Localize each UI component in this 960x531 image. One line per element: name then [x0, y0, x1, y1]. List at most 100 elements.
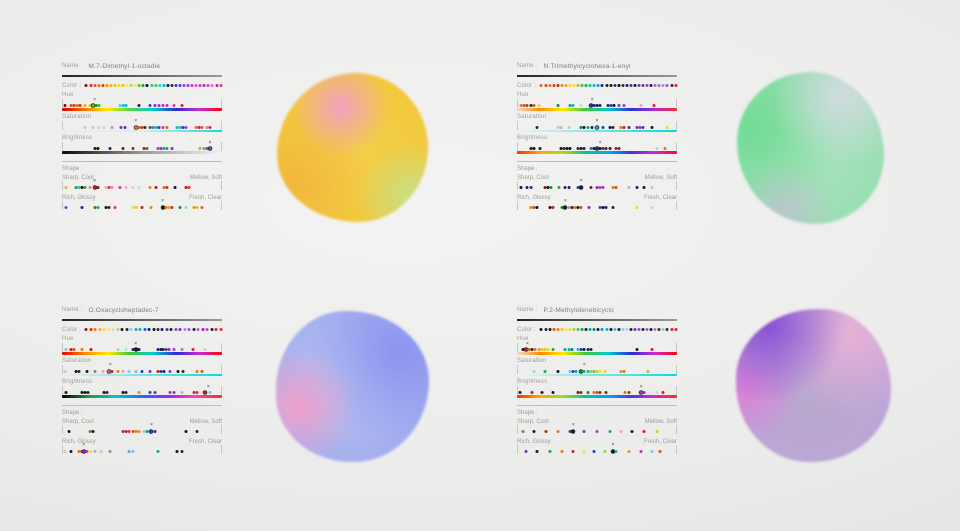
color-dot: [641, 84, 645, 87]
hue-dot: [546, 348, 550, 351]
sharp_cool-dot: [195, 429, 199, 433]
brightness-dot: [551, 391, 555, 394]
rich_glossy-dot: [69, 449, 73, 453]
profile-card: Name : P.2-Methylidenebicyclo Color : Hue × S…: [517, 307, 678, 459]
color-dot: [665, 84, 669, 87]
brightness-dot: [655, 391, 659, 394]
hue-dot: [80, 348, 84, 351]
rich_glossy-dot: [635, 205, 638, 209]
brightness-dot: [589, 147, 593, 150]
name-value: P.2-Methylidenebicyclo: [543, 307, 614, 314]
brightness-dot: [518, 391, 522, 394]
rich_glossy-dot: [178, 205, 182, 209]
sharp_cool-dot: [74, 185, 78, 189]
rich_glossy-dot: [598, 205, 602, 209]
color-dot: [198, 84, 202, 87]
mean-marker-icon: ×: [134, 118, 138, 124]
saturation-dot: [601, 125, 605, 129]
saturation-dot: [205, 125, 209, 129]
brightness-dot: [598, 391, 602, 394]
hue-dot: [88, 104, 92, 107]
brightness-dot: [168, 391, 172, 394]
color-dot: [98, 328, 102, 331]
color-dot: [649, 84, 653, 87]
rich_glossy-dot: [614, 449, 618, 453]
color-dot: [600, 328, 604, 331]
hue-axis: Hue ×: [517, 92, 677, 111]
saturation-dot: [83, 125, 87, 129]
color-dot: [143, 328, 147, 331]
sharp_cool-dot: [519, 185, 523, 189]
rich_glossy-dot-strip: ×: [517, 199, 677, 210]
color-label: Color :: [62, 83, 82, 89]
brightness-dot: [568, 147, 572, 150]
brightness-axis: Brightness ×: [517, 135, 677, 154]
name-row: Name : N.Trimethylcyclohexa-1-enyl: [517, 63, 677, 70]
rich_glossy-dot: [192, 205, 196, 209]
hue-dot: [635, 348, 638, 351]
rich_glossy-dot: [63, 449, 67, 453]
color-dot: [166, 84, 170, 87]
sharp_cool-axis: Sharp, Cool Mellow, Soft ×: [62, 175, 222, 190]
profile-card: Name : O.Oxacycloheptadec-7 Color : Hue × Sat…: [62, 307, 223, 459]
color-dot: [186, 84, 190, 87]
rich_glossy-dot: [548, 449, 552, 453]
color-dot: [560, 84, 564, 87]
fresh_clear-label: Fresh, Clear: [188, 438, 222, 445]
hue-dot: [533, 348, 537, 351]
color-dot: [125, 328, 129, 331]
sharp_cool-dot: [630, 429, 634, 433]
color-dot: [89, 328, 93, 331]
hue-dot: [582, 348, 586, 351]
color-dot: [657, 328, 661, 331]
saturation-gradient-bar: [517, 129, 677, 132]
brightness-dot: [592, 391, 596, 394]
brightness-dot: [595, 147, 599, 150]
brightness-dot: [108, 147, 112, 150]
color-dot: [210, 328, 214, 331]
hue-dot: [75, 104, 79, 107]
color-dot: [89, 84, 92, 87]
rich_glossy-dot: [99, 449, 103, 453]
saturation-dot: [200, 369, 204, 373]
brightness-dot: [532, 147, 536, 150]
sharp_cool-dot: [134, 429, 138, 433]
rich_glossy-dot: [582, 449, 586, 453]
color-dot: [147, 328, 151, 331]
brightness-dot: [639, 391, 643, 394]
color-dot: [621, 84, 625, 87]
hue-dot: [589, 348, 593, 351]
color-dot: [552, 328, 556, 331]
hue-dot: [124, 104, 128, 107]
rich_glossy-dot: [107, 205, 111, 209]
saturation-dot-strip: ×: [62, 118, 222, 130]
sharp_cool-dot: [165, 185, 169, 189]
hue-dot: [69, 348, 73, 351]
hue-dot: [161, 104, 165, 107]
palette-blob: [736, 309, 891, 462]
color-dot: [178, 328, 182, 331]
hue-dot: [124, 348, 128, 351]
hue-dot: [586, 348, 590, 351]
saturation-dot: [535, 125, 539, 129]
brightness-dot: [137, 391, 141, 394]
sharp_cool-dot: [598, 185, 602, 189]
rich_glossy-dot: [200, 205, 204, 209]
hue-dot: [78, 104, 82, 107]
mean-marker-icon: ×: [161, 198, 164, 204]
rich_glossy-dot: [560, 449, 564, 453]
hue-dot: [543, 348, 547, 351]
rich_glossy-dot: [658, 449, 662, 453]
brightness-dot: [162, 147, 166, 150]
hue-dot: [606, 104, 610, 107]
saturation-dot: [556, 125, 559, 129]
color-dot: [169, 328, 173, 331]
sharp_cool-pair-labels: Sharp, Cool Mellow, Soft: [517, 175, 677, 181]
saturation-dot: [97, 125, 101, 129]
brightness-dot: [93, 147, 97, 150]
brightness-dot: [96, 147, 100, 150]
rich_glossy-dot: [592, 449, 596, 453]
mean-marker-icon: ×: [134, 340, 138, 347]
hue-dot-strip: ×: [62, 340, 222, 352]
hue-dot: [540, 348, 544, 351]
